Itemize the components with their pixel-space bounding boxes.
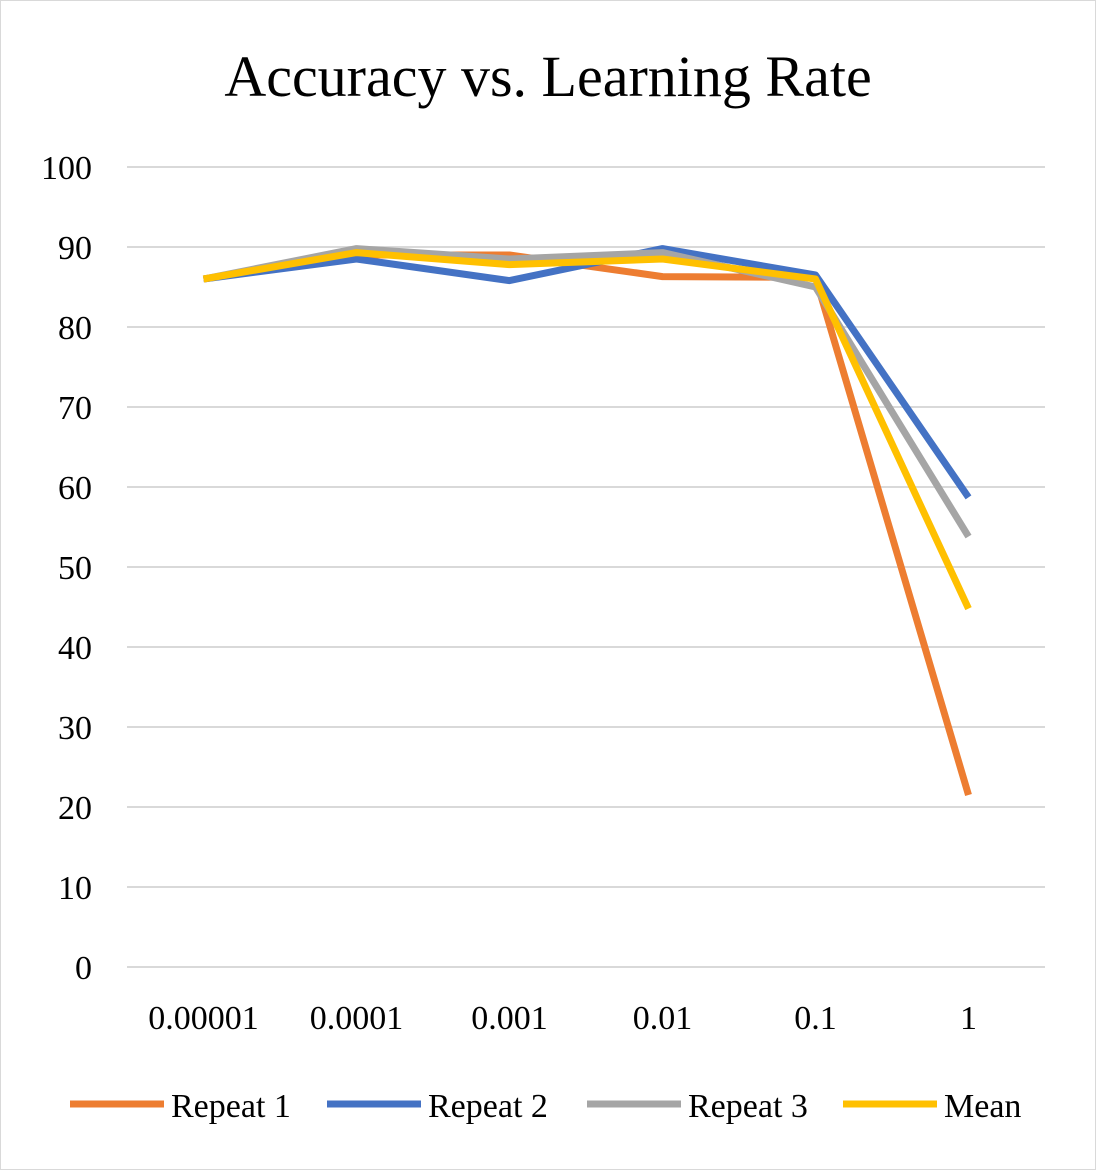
gridlines	[127, 166, 1045, 968]
y-tick-label: 50	[58, 550, 92, 587]
y-tick-label: 0	[75, 950, 92, 987]
series-line-mean	[202, 249, 972, 611]
x-tick-label: 0.001	[471, 1000, 548, 1037]
x-tick-label: 0.01	[633, 1000, 693, 1037]
legend-label: Repeat 2	[428, 1088, 548, 1125]
y-tick-label: 40	[58, 630, 92, 667]
series-line-repeat-3	[202, 245, 972, 539]
chart-title: Accuracy vs. Learning Rate	[224, 44, 871, 109]
y-tick-label: 60	[58, 470, 92, 507]
x-axis-ticks: 0.00001 0.0001 0.001 0.01 0.1 1	[148, 1000, 977, 1037]
legend-label: Repeat 1	[171, 1088, 291, 1125]
x-tick-label: 0.1	[794, 1000, 837, 1037]
legend-label: Repeat 3	[688, 1088, 808, 1125]
x-tick-label: 1	[960, 1000, 977, 1037]
x-tick-label: 0.0001	[310, 1000, 404, 1037]
y-tick-label: 70	[58, 390, 92, 427]
series-line-repeat-2	[203, 245, 972, 500]
y-tick-label: 80	[58, 310, 92, 347]
y-tick-label: 20	[58, 790, 92, 827]
y-tick-label: 10	[58, 870, 92, 907]
y-tick-label: 90	[58, 230, 92, 267]
x-tick-label: 0.00001	[148, 1000, 259, 1037]
legend: Repeat 1 Repeat 2 Repeat 3 Mean	[70, 1088, 1021, 1125]
y-tick-label: 100	[41, 150, 92, 187]
y-tick-label: 30	[58, 710, 92, 747]
y-axis-ticks: 0 10 20 30 40 50 60 70 80 90 100	[41, 150, 92, 987]
series-lines	[202, 245, 972, 796]
legend-label: Mean	[944, 1088, 1021, 1125]
